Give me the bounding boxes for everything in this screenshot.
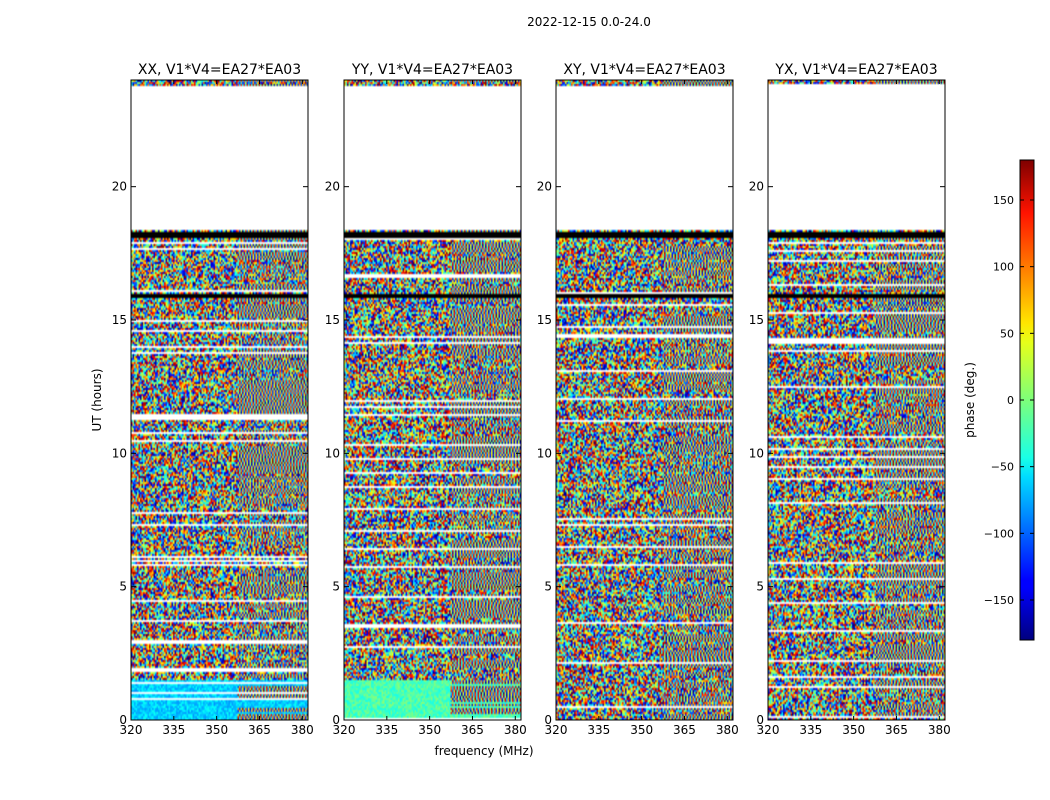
y-tick-label: 10 bbox=[749, 446, 764, 460]
x-tick-label: 380 bbox=[928, 723, 951, 737]
panel-yy: YY, V1*V4=EA27*EA03 320 335 350 365 380 0 5 10 15… bbox=[325, 62, 527, 737]
panel-xy: XY, V1*V4=EA27*EA03 320 335 350 365 380 0 5 10 15… bbox=[537, 62, 739, 737]
x-tick-label: 320 bbox=[120, 723, 143, 737]
panel-frame bbox=[767, 79, 946, 721]
y-tick-label: 20 bbox=[325, 180, 340, 194]
y-tick-label: 5 bbox=[119, 580, 127, 594]
x-tick-label: 320 bbox=[757, 723, 780, 737]
x-tick-label: 365 bbox=[673, 723, 696, 737]
panel-title: YY, V1*V4=EA27*EA03 bbox=[351, 62, 513, 78]
colorbar-tick-label: 100 bbox=[993, 261, 1014, 274]
colorbar-tick-label: 150 bbox=[993, 194, 1014, 207]
y-tick-label: 15 bbox=[537, 313, 552, 327]
x-tick-label: 335 bbox=[375, 723, 398, 737]
x-tick-label: 380 bbox=[716, 723, 739, 737]
x-tick-label: 365 bbox=[461, 723, 484, 737]
panel-title: XY, V1*V4=EA27*EA03 bbox=[563, 62, 725, 78]
y-tick-label: 15 bbox=[325, 313, 340, 327]
x-tick-label: 380 bbox=[291, 723, 314, 737]
panel-title: YX, V1*V4=EA27*EA03 bbox=[774, 62, 937, 78]
panel-yx: YX, V1*V4=EA27*EA03 320 335 350 365 380 0 5 10 15… bbox=[749, 62, 951, 737]
x-tick-label: 335 bbox=[587, 723, 610, 737]
colorbar: 150 100 50 0 −50 −100 −150 phase (deg.) bbox=[963, 159, 1035, 641]
x-tick-label: 320 bbox=[545, 723, 568, 737]
panel-xx: XX, V1*V4=EA27*EA03 320 335 350 365 380 0 5 10 15… bbox=[112, 62, 314, 737]
y-tick-label: 5 bbox=[544, 580, 552, 594]
x-axis-label: frequency (MHz) bbox=[434, 744, 533, 758]
panel-frame bbox=[555, 79, 734, 721]
phase-image bbox=[131, 80, 308, 720]
y-axis-label: UT (hours) bbox=[90, 368, 104, 431]
y-tick-label: 15 bbox=[749, 313, 764, 327]
y-tick-label: 15 bbox=[112, 313, 127, 327]
y-tick-label: 20 bbox=[749, 180, 764, 194]
x-tick-label: 365 bbox=[885, 723, 908, 737]
panel-frame bbox=[343, 79, 522, 721]
y-tick-label: 20 bbox=[537, 180, 552, 194]
y-tick-label: 10 bbox=[537, 446, 552, 460]
x-tick-label: 350 bbox=[418, 723, 441, 737]
y-tick-label: 5 bbox=[756, 580, 764, 594]
y-tick-label: 20 bbox=[112, 180, 127, 194]
panel-frame bbox=[130, 79, 309, 721]
y-tick-label: 0 bbox=[332, 713, 340, 727]
phase-image bbox=[556, 80, 733, 720]
y-tick-label: 10 bbox=[325, 446, 340, 460]
colorbar-tick-label: −100 bbox=[984, 527, 1014, 540]
x-tick-label: 335 bbox=[162, 723, 185, 737]
phase-image bbox=[344, 80, 521, 720]
y-tick-label: 0 bbox=[544, 713, 552, 727]
phase-image bbox=[768, 80, 945, 720]
x-tick-label: 335 bbox=[799, 723, 822, 737]
colorbar-label: phase (deg.) bbox=[963, 362, 977, 438]
y-tick-label: 0 bbox=[756, 713, 764, 727]
y-tick-label: 0 bbox=[119, 713, 127, 727]
y-tick-label: 10 bbox=[112, 446, 127, 460]
y-tick-label: 5 bbox=[332, 580, 340, 594]
heatmap-panels: XX, V1*V4=EA27*EA03 320 335 350 365 380 0 5 10 15… bbox=[112, 62, 951, 737]
suptitle: 2022-12-15 0.0-24.0 bbox=[527, 15, 651, 29]
colorbar-tick-label: −150 bbox=[984, 594, 1014, 607]
panel-title: XX, V1*V4=EA27*EA03 bbox=[138, 62, 301, 78]
colorbar-tick-label: 50 bbox=[1000, 327, 1014, 340]
colorbar-tick-label: 0 bbox=[1007, 394, 1014, 407]
colorbar-tick-label: −50 bbox=[991, 461, 1014, 474]
x-tick-label: 320 bbox=[333, 723, 356, 737]
x-tick-label: 350 bbox=[630, 723, 653, 737]
x-tick-label: 380 bbox=[504, 723, 527, 737]
x-tick-label: 365 bbox=[248, 723, 271, 737]
x-tick-label: 350 bbox=[842, 723, 865, 737]
x-tick-label: 350 bbox=[205, 723, 228, 737]
